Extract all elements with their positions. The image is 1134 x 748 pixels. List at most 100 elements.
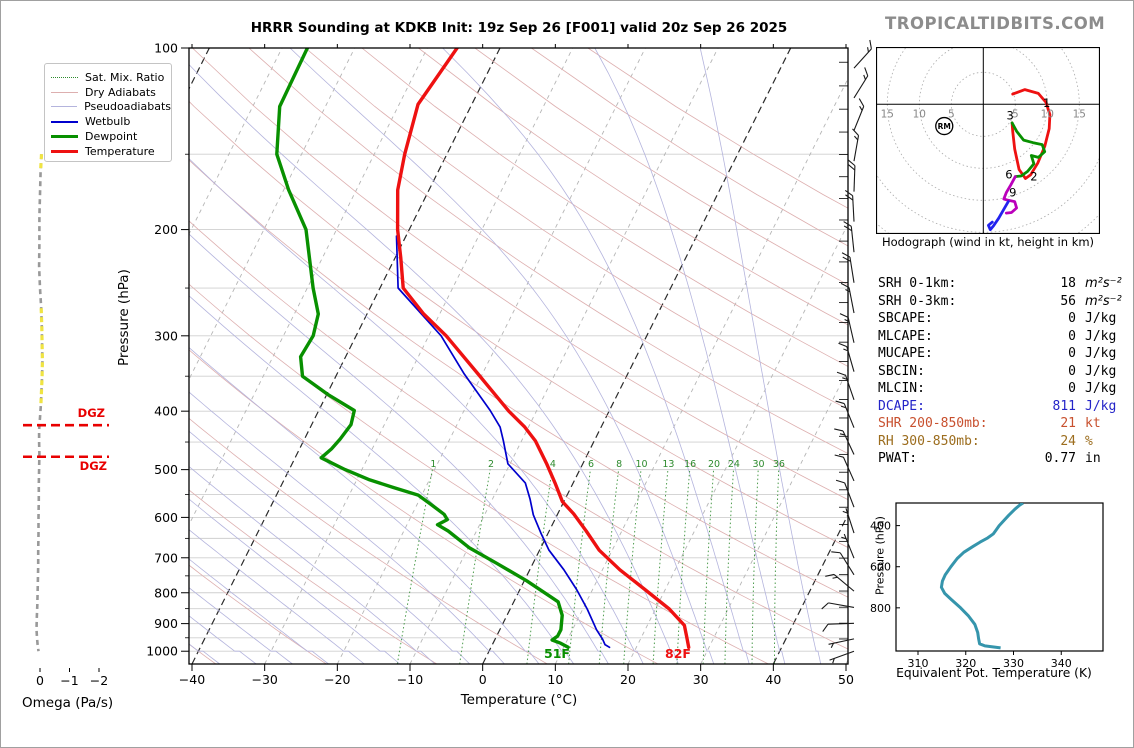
stat-row-rh-300-850mb-: RH 300-850mb: 24%: [878, 433, 1128, 451]
thetae-x-tick: 340: [1051, 657, 1072, 670]
dry-adiabat-line: [189, 417, 548, 664]
mix-ratio-line: [652, 469, 669, 664]
hodograph-height-label: 9: [1009, 185, 1016, 199]
pressure-axis-label: Pressure (hPa): [116, 269, 132, 366]
stat-row-mlcape-: MLCAPE: 0 J/kg: [878, 328, 1128, 346]
stat-label: SRH 0-3km:: [878, 293, 957, 309]
dgz-label-top: DGZ: [77, 406, 105, 420]
mix-ratio-label: 1: [430, 459, 436, 470]
hodograph-ring: [876, 47, 1100, 234]
dry-adiabat-line: [189, 220, 848, 650]
mix-ratio-label: 2: [488, 459, 494, 470]
thetae-x-tick: 330: [1003, 657, 1024, 670]
omega-tick-label: −1: [60, 673, 78, 688]
pseudoadiabat-line: [189, 158, 644, 664]
isotherm-line: [700, 368, 848, 664]
ring-label: 15: [1073, 108, 1086, 120]
pseudoadiabat-line: [189, 558, 329, 664]
hodograph-height-label: 3: [1007, 109, 1014, 123]
omega-tick-label: 0: [36, 673, 44, 688]
mix-ratio-label: 30: [752, 459, 764, 470]
mix-ratio-label: 6: [588, 459, 594, 470]
dry-adiabat-line: [192, 48, 848, 501]
dry-adiabat-line: [361, 48, 848, 367]
mix-ratio-label: 4: [550, 459, 556, 470]
temp-tick-label: −20: [324, 672, 350, 687]
hodograph-trace-9-12km: [987, 200, 1010, 232]
pseudoadiabat-line: [189, 391, 505, 664]
isotherm-line: [772, 513, 848, 664]
isotherm-line: [554, 77, 848, 664]
dry-adiabat-line: [305, 48, 848, 410]
legend-label: Sat. Mix. Ratio: [85, 70, 165, 84]
stat-row-sbcin-: SBCIN: 0 J/kg: [878, 363, 1128, 381]
wind-barb: [822, 622, 855, 632]
pressure-tick-label: 300: [154, 328, 178, 343]
stat-label: RH 300-850mb:: [878, 433, 980, 449]
ring-label: 15: [881, 108, 894, 120]
stat-label: SRH 0-1km:: [878, 276, 957, 291]
wind-barb: [844, 190, 855, 222]
mix-ratio-line: [724, 469, 734, 664]
wind-barb: [847, 159, 856, 192]
dry-adiabat-line: [189, 349, 659, 664]
temp-tick-label: −30: [251, 672, 277, 687]
thetae-curve: [939, 503, 1024, 650]
wind-barb: [843, 221, 855, 253]
stat-row-pwat-: PWAT: 0.77 in: [878, 450, 1128, 468]
temp-tick-label: 50: [838, 672, 854, 687]
wind-barb: [838, 342, 855, 372]
stat-unit: J/kg: [1085, 363, 1117, 379]
wind-barb: [831, 551, 855, 576]
stat-label: SBCIN:: [878, 363, 925, 379]
legend-label: Wetbulb: [85, 115, 131, 129]
pressure-tick-label: 100: [154, 41, 178, 56]
isotherm-line: [336, 48, 646, 664]
wind-barb: [825, 573, 855, 592]
stat-unit: J/kg: [1085, 381, 1117, 396]
theta-e-plot: 400 600 800 310 320 330 340: [870, 502, 1104, 670]
pressure-tick-label: 200: [154, 222, 178, 237]
stat-row-srh-0-1km-: SRH 0-1km: 18 m²s⁻²: [878, 275, 1128, 293]
legend-label: Temperature: [85, 144, 155, 158]
mix-ratio-line: [396, 469, 433, 664]
dry-adiabat-line: [189, 100, 848, 548]
pressure-tick-label: 800: [154, 585, 178, 600]
dgz-label-bottom: DGZ: [79, 459, 107, 473]
page-title: HRRR Sounding at KDKB Init: 19z Sep 26 […: [250, 20, 788, 36]
stat-value: 0: [1068, 346, 1076, 361]
wind-barb: [841, 533, 855, 559]
pseudoadiabat-line: [189, 430, 470, 664]
skewt-background: 1 2 4 6 8 10 13 16 20 24 30 36: [189, 48, 848, 664]
stat-label: SBCAPE:: [878, 311, 933, 326]
temperature-curve: [395, 48, 691, 649]
legend-item-pseudoadiabat: Pseudoadiabats: [51, 100, 171, 115]
thetae-frame: [895, 502, 1104, 652]
rm-label: RM: [938, 122, 951, 131]
isotherm-line: [189, 48, 428, 526]
mix-ratio-line: [568, 469, 591, 664]
wetbulb-curve: [395, 235, 611, 649]
stat-unit: J/kg: [1085, 346, 1117, 361]
ring-label: 10: [913, 108, 926, 120]
thetae-x-tick: 310: [908, 657, 929, 670]
stat-unit: m²s⁻²: [1085, 276, 1122, 291]
isotherm-line: [409, 48, 719, 664]
temperature-legend-line: [51, 149, 78, 153]
wind-barb: [836, 371, 855, 400]
stat-unit: J/kg: [1085, 311, 1117, 326]
stat-row-mucape-: MUCAPE: 0 J/kg: [878, 345, 1128, 363]
mix-ratio-label: 13: [662, 459, 674, 470]
stat-label: MUCAPE:: [878, 346, 933, 361]
omega-tick-label: −2: [90, 673, 108, 688]
thetae-axis-label: Equivalent Pot. Temperature (K): [896, 666, 1092, 680]
pressure-tick-label: 700: [154, 550, 178, 565]
temp-tick-label: 10: [547, 672, 563, 687]
pseudoadiabat-line: [189, 347, 540, 664]
ring-label: 10: [1041, 108, 1054, 120]
dry-adiabat-line: [418, 48, 848, 326]
dryadiabat-legend-line: [51, 91, 78, 93]
hodograph-height-label: 1: [1043, 96, 1050, 110]
hodograph-frame: [876, 47, 1100, 234]
pseudoadiabat-line: [189, 233, 609, 664]
